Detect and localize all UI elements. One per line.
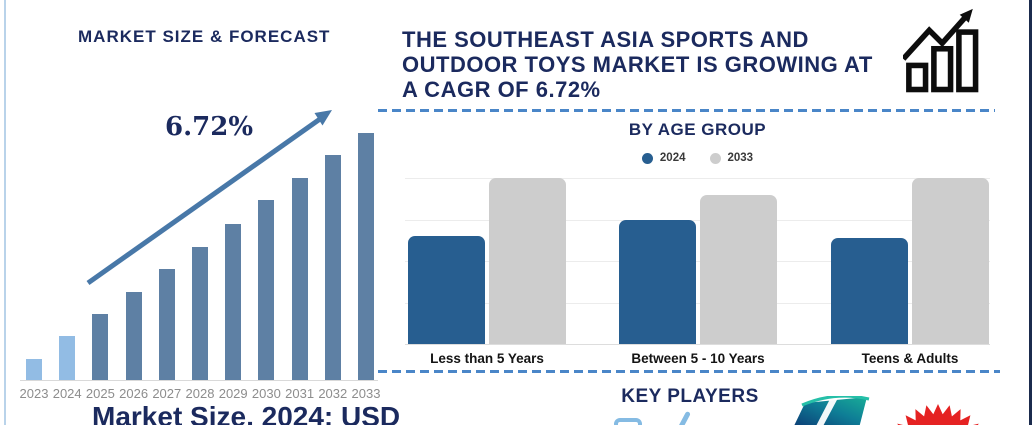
age-chart-legend: 2024 2033 — [400, 152, 995, 164]
age-bar-2024-group2 — [619, 219, 696, 344]
partial-blue-logo-icon — [614, 418, 642, 425]
partial-blue-logo-icon — [678, 410, 691, 425]
forecast-bar-2032 — [324, 154, 341, 380]
dashed-divider-bottom — [378, 370, 1000, 373]
legend-dot-2024-icon — [641, 152, 653, 164]
dashed-divider-top — [378, 109, 995, 112]
right-frame-border — [1029, 0, 1032, 425]
gridline — [405, 261, 990, 262]
age-bar-2033-group2 — [700, 194, 777, 344]
market-size-footer-text: Market Size, 2024: USD — [92, 401, 401, 425]
legend-dot-2033-icon — [709, 152, 721, 164]
forecast-bar-2028 — [192, 247, 208, 380]
forecast-bar-2024 — [59, 336, 76, 380]
legend-label-2033: 2033 — [727, 152, 754, 164]
cagr-percentage-label: 6.72% — [165, 112, 254, 142]
key-players-title: KEY PLAYERS — [621, 386, 759, 407]
market-size-bar-chart: 2023 2024 2025 2026 2027 2028 2029 2030 2031 2032… — [20, 112, 380, 401]
growth-trend-arrow-icon — [86, 110, 332, 286]
market-size-forecast-title: MARKET SIZE & FORECAST — [78, 27, 331, 46]
year-label-2027: 2027 — [152, 386, 182, 401]
bar-chart-growth-icon — [903, 8, 979, 93]
left-frame-border — [4, 0, 6, 425]
year-label-2030: 2030 — [251, 386, 281, 401]
year-label-2029: 2029 — [218, 386, 248, 401]
forecast-bar-2025 — [92, 314, 109, 380]
year-label-2026: 2026 — [119, 386, 149, 401]
legend-item-2033: 2033 — [709, 152, 754, 164]
year-label-2031: 2031 — [285, 386, 315, 401]
forecast-bar-2033 — [358, 133, 374, 380]
year-label-2025: 2025 — [85, 386, 115, 401]
gridline — [405, 178, 990, 179]
legend-item-2024: 2024 — [641, 152, 686, 164]
by-age-group-title: BY AGE GROUP — [628, 120, 767, 139]
legend-label-2024: 2024 — [659, 152, 686, 164]
forecast-bar-2030 — [258, 199, 275, 380]
age-bar-2024-group3 — [831, 237, 908, 344]
forecast-bar-2029 — [225, 223, 242, 380]
headline-text: THE SOUTHEAST ASIA SPORTS AND OUTDOOR TO… — [402, 27, 873, 102]
age-category-label: Less than 5 Years — [430, 351, 544, 366]
year-label-2023: 2023 — [19, 386, 49, 401]
age-category-label: Teens & Adults — [861, 351, 959, 366]
age-group-bar-chart: Less than 5 Years Between 5 - 10 Years Tee… — [405, 170, 990, 366]
year-label-2024: 2024 — [52, 386, 82, 401]
forecast-bar-2031 — [291, 177, 308, 380]
age-bar-2033-group3 — [912, 178, 989, 344]
teal-open-book-logo-icon — [794, 396, 870, 425]
forecast-bar-2026 — [125, 292, 142, 380]
age-bar-2024-group1 — [408, 236, 485, 344]
age-category-label: Between 5 - 10 Years — [631, 351, 765, 366]
forecast-bar-2027 — [158, 269, 175, 380]
gridline — [405, 219, 990, 221]
red-starburst-logo-icon — [897, 404, 979, 425]
year-label-2033: 2033 — [351, 386, 381, 401]
gridline — [405, 302, 990, 304]
year-label-2028: 2028 — [185, 386, 215, 401]
forecast-bar-2023 — [26, 359, 42, 380]
age-bar-2033-group1 — [489, 178, 566, 344]
year-label-2032: 2032 — [318, 386, 348, 401]
